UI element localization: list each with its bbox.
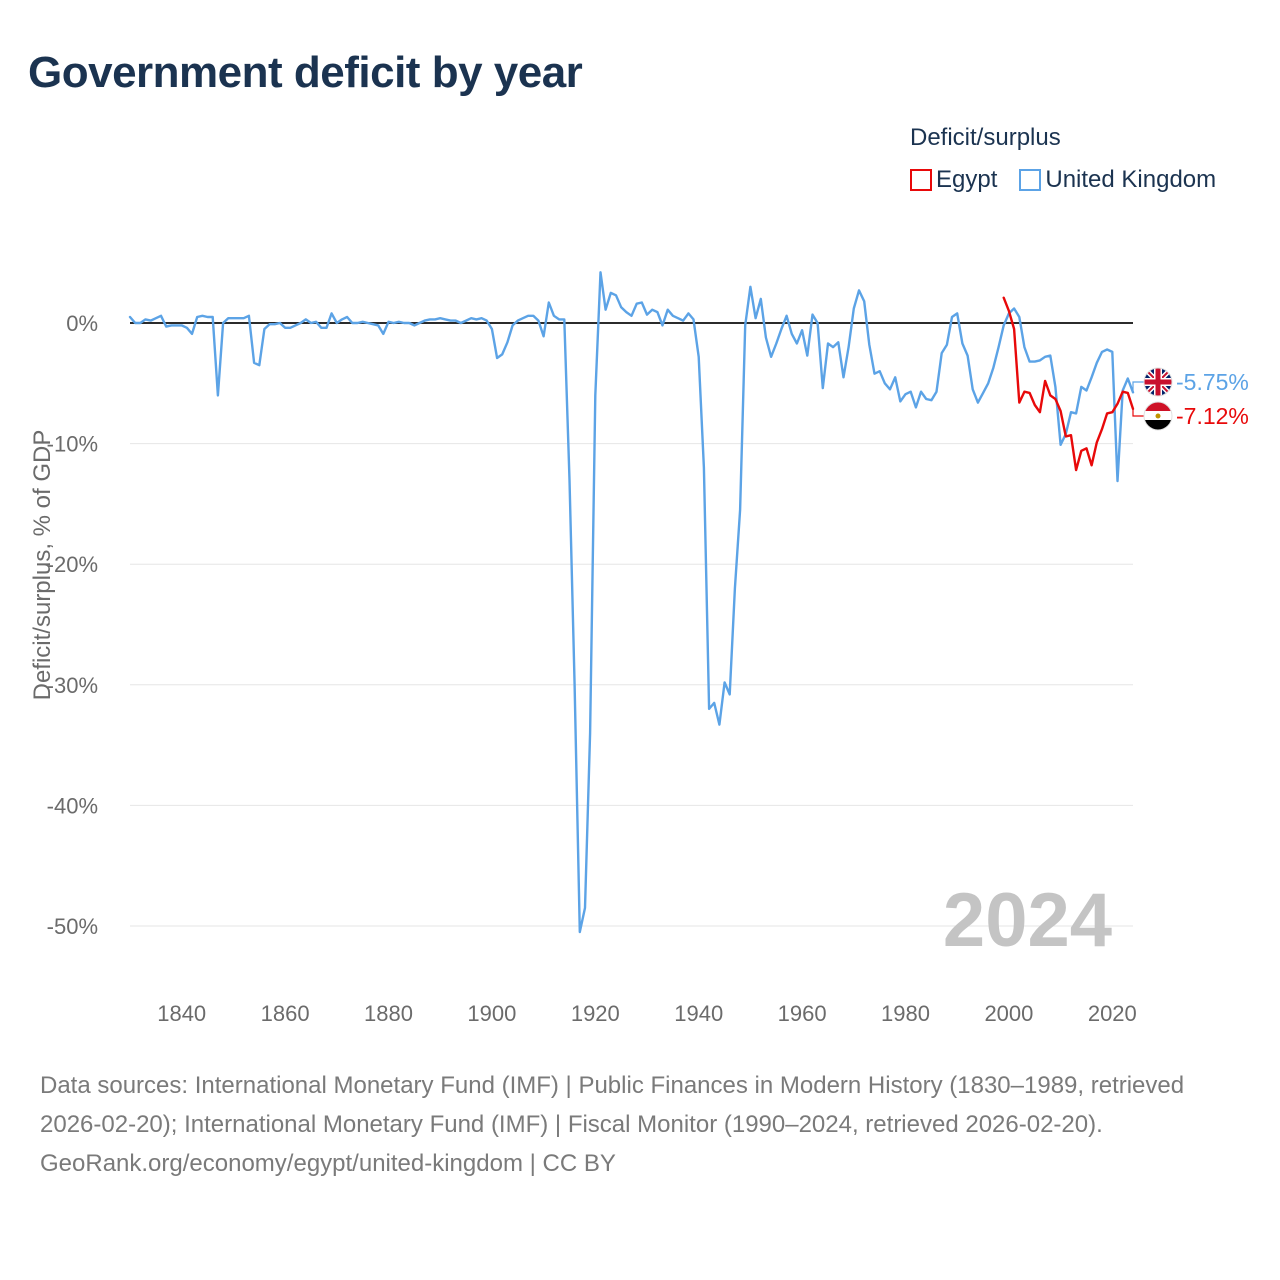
y-tick-label: -30%: [47, 673, 98, 698]
series-line-egypt[interactable]: [1002, 296, 1135, 472]
y-tick-label: -20%: [47, 552, 98, 577]
legend-label-egypt: Egypt: [936, 166, 998, 193]
legend-label-united-kingdom: United Kingdom: [1045, 166, 1217, 193]
egypt-end-value-label: -7.12%: [1176, 403, 1249, 429]
x-tick-label: 2020: [1088, 1001, 1137, 1026]
year-watermark: 2024: [943, 878, 1112, 963]
legend: Deficit/surplus Egypt United Kingdom: [910, 124, 1216, 194]
x-tick-label: 1980: [881, 1001, 930, 1026]
legend-swatch-united-kingdom: [1019, 169, 1042, 191]
legend-swatch-egypt: [910, 169, 932, 191]
x-tick-label: 1860: [261, 1001, 310, 1026]
x-tick-label: 1960: [778, 1001, 827, 1026]
chart-title: Government deficit by year: [28, 48, 583, 97]
y-tick-label: 0%: [66, 311, 98, 336]
label-connector: [1132, 408, 1144, 417]
y-tick-label: -50%: [47, 914, 98, 939]
attribution[interactable]: GeoRank.org/economy/egypt/united-kingdom…: [40, 1150, 616, 1177]
data-sources: Data sources: International Monetary Fun…: [40, 1072, 1185, 1138]
x-tick-label: 1900: [467, 1001, 516, 1026]
legend-title: Deficit/surplus: [910, 124, 1061, 151]
egypt-flag-icon: [1143, 401, 1173, 431]
x-tick-label: 2000: [984, 1001, 1033, 1026]
label-connector: [1132, 381, 1144, 393]
y-tick-label: -40%: [47, 793, 98, 818]
uk-end-value-label: -5.75%: [1176, 369, 1249, 395]
series-line-united-kingdom[interactable]: [128, 271, 1135, 934]
x-tick-label: 1880: [364, 1001, 413, 1026]
y-tick-label: -10%: [47, 432, 98, 457]
y-axis-label: Deficit/surplus, % of GDP: [29, 430, 56, 701]
legend-item-united-kingdom[interactable]: United Kingdom: [1019, 166, 1216, 194]
uk-flag-icon: [1143, 367, 1173, 397]
x-tick-label: 1840: [157, 1001, 206, 1026]
footer: Data sources: International Monetary Fun…: [40, 1066, 1240, 1183]
x-tick-label: 1920: [571, 1001, 620, 1026]
line-chart: 0% -10% -20% -30% -40% -50% 1840 1860 1880 1900 19…: [29, 271, 1249, 1026]
legend-item-egypt[interactable]: Egypt: [910, 166, 997, 194]
x-tick-label: 1940: [674, 1001, 723, 1026]
